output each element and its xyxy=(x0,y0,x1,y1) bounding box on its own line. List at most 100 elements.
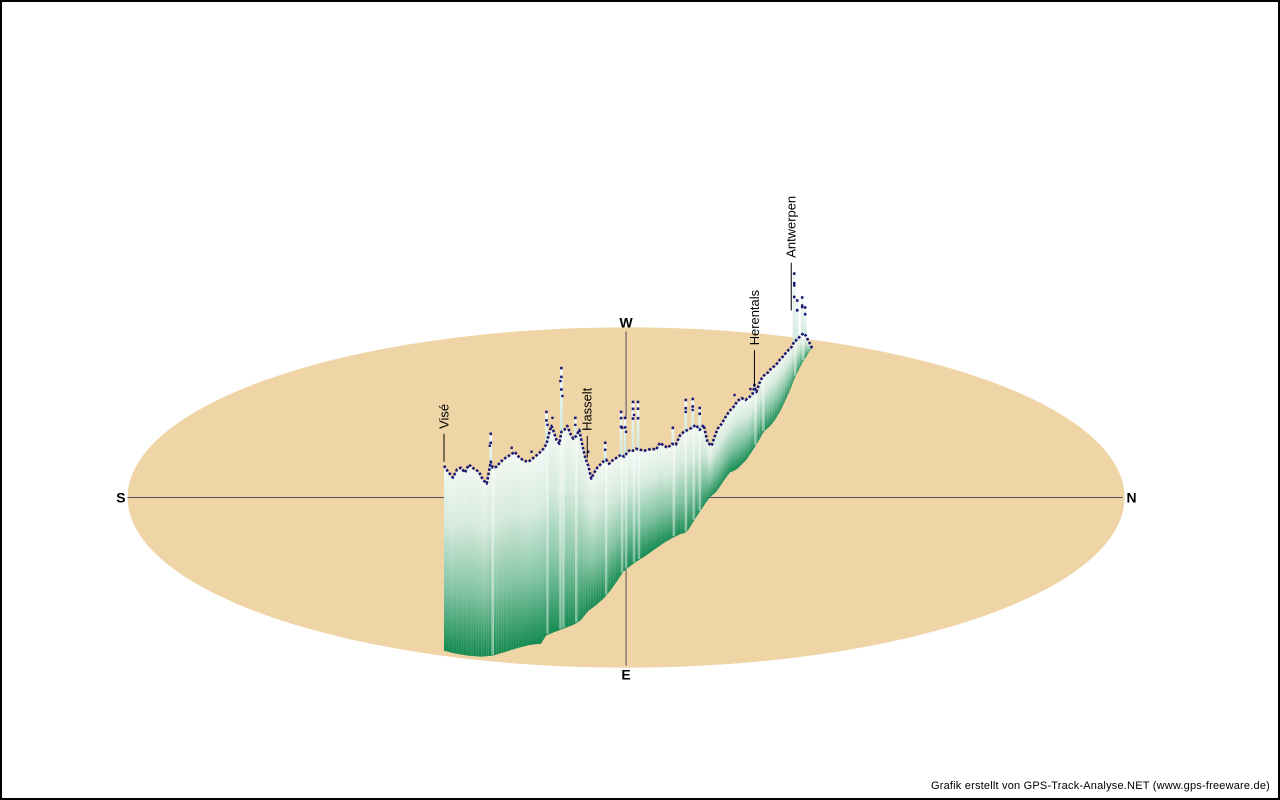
curtain-strip xyxy=(730,409,732,472)
scene-svg: W E S N ViséHasseltHerentalsAntwerpen xyxy=(2,2,1278,798)
curtain-strip xyxy=(598,465,600,603)
curtain-strip xyxy=(675,441,677,536)
spike-dot xyxy=(620,417,623,420)
curtain-strip xyxy=(548,428,550,634)
curtain-strip xyxy=(767,371,769,428)
spike-dot xyxy=(691,405,694,408)
spike-dot xyxy=(632,401,635,404)
curtain-strip xyxy=(678,436,680,535)
segment-streak xyxy=(754,391,756,446)
curtain-strip xyxy=(531,459,533,645)
curtain-strip xyxy=(636,450,638,562)
spike-dot xyxy=(793,272,796,275)
curtain-strip xyxy=(618,456,620,580)
curtain-strip xyxy=(650,450,652,552)
curtain-strip xyxy=(765,374,767,431)
curtain-strip xyxy=(536,455,538,645)
segment-streak xyxy=(638,450,640,558)
noise-dot xyxy=(559,380,561,382)
curtain-strip xyxy=(601,463,603,601)
curtain-strip xyxy=(568,430,570,627)
spike-dot xyxy=(560,376,563,379)
attribution-text: Grafik erstellt von GPS-Track-Analyse.NE… xyxy=(931,780,1270,792)
spike-column xyxy=(698,408,701,431)
curtain-strip xyxy=(640,451,642,559)
curtain-strip xyxy=(800,335,802,368)
segment-streak xyxy=(546,441,548,634)
curtain-strip xyxy=(631,451,633,566)
segment-streak xyxy=(685,432,687,532)
curtain-strip xyxy=(591,476,593,609)
curtain-strip xyxy=(733,406,735,472)
spike-dot xyxy=(545,419,548,422)
curtain-strip xyxy=(653,450,655,551)
curtain-strip xyxy=(750,395,752,454)
spike-dot xyxy=(684,399,687,402)
curtain-strip xyxy=(496,465,498,654)
curtain-strip xyxy=(489,464,491,656)
curtain-strip xyxy=(797,338,799,373)
spike-dot xyxy=(489,441,492,444)
noise-dot xyxy=(749,388,751,390)
curtain-strip xyxy=(616,458,618,584)
curtain-strip xyxy=(658,444,660,547)
curtain-strip xyxy=(648,450,650,554)
spike-dot xyxy=(672,427,675,430)
spike-column xyxy=(574,418,577,437)
curtain-strip xyxy=(608,463,610,593)
curtain-strip xyxy=(688,430,690,531)
noise-dot xyxy=(633,414,635,416)
curtain-strip xyxy=(715,430,717,493)
spike-dot xyxy=(545,411,548,414)
curtain-strip xyxy=(516,455,518,649)
curtain-strip xyxy=(539,452,541,644)
curtain-strip xyxy=(790,347,792,391)
curtain-strip xyxy=(680,434,682,534)
spike-dot xyxy=(684,407,687,410)
curtain-strip xyxy=(690,428,692,527)
curtain-strip xyxy=(449,474,451,653)
spike-dot xyxy=(604,441,607,444)
curtain-strip xyxy=(655,447,657,549)
curtain-strip xyxy=(511,453,513,650)
noise-dot xyxy=(510,447,512,449)
curtain-strip xyxy=(524,462,526,647)
curtain-strip xyxy=(506,457,508,652)
curtain-strip xyxy=(571,436,573,626)
spike-column xyxy=(624,418,627,456)
spike-column xyxy=(804,307,807,334)
curtain-strip xyxy=(521,460,523,647)
curtain-strip xyxy=(735,402,737,470)
waypoint-label: Hasselt xyxy=(580,387,595,430)
curtain-strip xyxy=(464,471,466,656)
spike-dot xyxy=(698,407,701,410)
compass-label-east: E xyxy=(621,667,630,683)
spike-dot xyxy=(637,407,640,410)
curtain-strip xyxy=(529,461,531,646)
compass-label-north: N xyxy=(1127,489,1137,505)
curtain-strip xyxy=(757,383,759,443)
segment-streak xyxy=(562,432,564,628)
curtain-strip xyxy=(628,451,630,568)
segment-streak xyxy=(692,427,694,520)
curtain-strip xyxy=(775,364,777,420)
curtain-strip xyxy=(556,439,558,631)
curtain-strip xyxy=(745,400,747,462)
noise-dot xyxy=(733,394,735,396)
compass-label-south: S xyxy=(116,489,125,505)
curtain-strip xyxy=(660,444,662,545)
curtain-strip xyxy=(474,470,476,657)
noise-dot xyxy=(801,304,803,306)
curtain-strip xyxy=(782,355,784,407)
curtain-strip xyxy=(718,427,720,490)
curtain-strip xyxy=(725,415,727,479)
curtain-strip xyxy=(514,453,516,649)
curtain-strip xyxy=(760,378,762,439)
noise-dot xyxy=(692,409,694,411)
spike-column xyxy=(691,399,694,429)
noise-dot xyxy=(546,424,548,426)
segment-streak xyxy=(633,451,635,562)
curtain-strip xyxy=(581,438,583,620)
curtain-strip xyxy=(785,352,787,402)
spike-column xyxy=(801,298,804,336)
